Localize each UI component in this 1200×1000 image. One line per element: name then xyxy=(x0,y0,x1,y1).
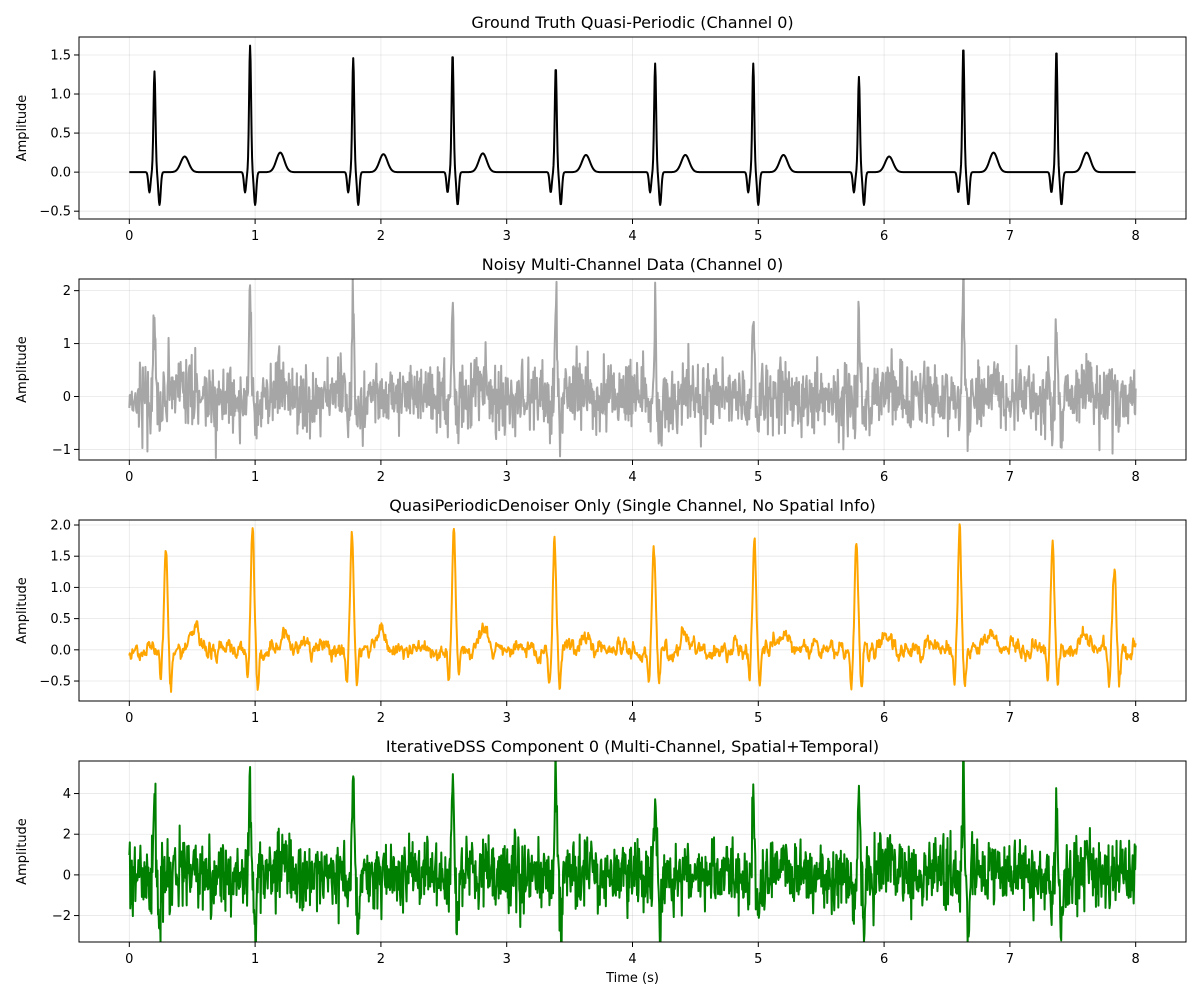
x-tick-label: 7 xyxy=(1006,711,1014,726)
subplot-title: Noisy Multi-Channel Data (Channel 0) xyxy=(482,255,783,274)
x-tick-label: 0 xyxy=(125,229,133,244)
x-tick-label: 7 xyxy=(1006,229,1014,244)
x-tick-label: 3 xyxy=(503,229,511,244)
y-tick-label: 0.0 xyxy=(50,166,71,181)
x-tick-label: 8 xyxy=(1132,711,1140,726)
x-tick-label: 8 xyxy=(1132,229,1140,244)
x-tick-label: 2 xyxy=(377,952,385,967)
x-tick-label: 2 xyxy=(377,470,385,485)
x-tick-label: 8 xyxy=(1132,470,1140,485)
x-tick-label: 1 xyxy=(251,470,259,485)
x-tick-label: 5 xyxy=(754,952,762,967)
subplot-title: IterativeDSS Component 0 (Multi-Channel,… xyxy=(386,737,879,756)
y-tick-label: 2.0 xyxy=(50,518,71,533)
subplot-title: QuasiPeriodicDenoiser Only (Single Chann… xyxy=(389,496,875,515)
x-tick-label: 6 xyxy=(880,470,888,485)
x-tick-label: 1 xyxy=(251,229,259,244)
x-tick-label: 3 xyxy=(503,711,511,726)
x-tick-label: 4 xyxy=(628,952,636,967)
x-tick-label: 1 xyxy=(251,711,259,726)
y-tick-label: 0 xyxy=(63,868,71,883)
x-tick-label: 5 xyxy=(754,470,762,485)
x-tick-label: 7 xyxy=(1006,470,1014,485)
y-tick-label: 0.5 xyxy=(50,127,71,142)
x-tick-label: 7 xyxy=(1006,952,1014,967)
y-tick-label: −2 xyxy=(52,909,71,924)
x-tick-label: 8 xyxy=(1132,952,1140,967)
y-tick-label: −0.5 xyxy=(39,205,71,220)
x-tick-label: 4 xyxy=(628,711,636,726)
y-tick-label: 2 xyxy=(63,828,71,843)
x-tick-label: 5 xyxy=(754,229,762,244)
series-line xyxy=(128,523,1137,693)
x-tick-label: 2 xyxy=(377,711,385,726)
y-tick-label: 1 xyxy=(63,337,71,352)
series-line xyxy=(128,761,1137,942)
x-tick-label: 1 xyxy=(251,952,259,967)
x-tick-label: 0 xyxy=(125,952,133,967)
y-tick-label: 2 xyxy=(63,284,71,299)
x-tick-label: 0 xyxy=(125,711,133,726)
y-tick-label: 1.5 xyxy=(50,48,71,63)
x-tick-label: 4 xyxy=(628,229,636,244)
y-tick-label: −0.5 xyxy=(39,675,71,690)
x-tick-label: 6 xyxy=(880,711,888,726)
series-line xyxy=(128,279,1137,459)
subplot-title: Ground Truth Quasi-Periodic (Channel 0) xyxy=(471,13,793,32)
x-axis-label: Time (s) xyxy=(605,971,659,986)
x-tick-label: 2 xyxy=(377,229,385,244)
y-tick-label: 0.5 xyxy=(50,612,71,627)
y-tick-label: 1.5 xyxy=(50,550,71,565)
x-tick-label: 3 xyxy=(503,952,511,967)
y-axis-label: Amplitude xyxy=(15,818,30,885)
y-axis-label: Amplitude xyxy=(15,577,30,644)
x-tick-label: 3 xyxy=(503,470,511,485)
subplot-0: 0 1 2 3 4 5 6 7 8 −0.5 0.0 0.5 1.0 1.5 Ground Truth Qu… xyxy=(15,13,1187,244)
x-tick-label: 5 xyxy=(754,711,762,726)
y-tick-label: 4 xyxy=(63,787,71,802)
series-line xyxy=(128,44,1137,206)
y-tick-label: 1.0 xyxy=(50,88,71,103)
x-tick-label: 0 xyxy=(125,470,133,485)
x-tick-label: 6 xyxy=(880,952,888,967)
x-tick-label: 6 xyxy=(880,229,888,244)
subplot-3: 0 1 2 3 4 5 6 7 8 −2 0 2 4 IterativeDSS Component 0 (… xyxy=(15,737,1187,986)
y-axis-label: Amplitude xyxy=(15,95,30,162)
x-tick-label: 4 xyxy=(628,470,636,485)
y-tick-label: 0 xyxy=(63,390,71,405)
subplot-2: 0 1 2 3 4 5 6 7 8 −0.5 0.0 0.5 1.0 1.5 2.0 QuasiPeriodi… xyxy=(15,496,1187,726)
y-tick-label: 1.0 xyxy=(50,581,71,596)
y-tick-label: 0.0 xyxy=(50,643,71,658)
y-tick-label: −1 xyxy=(52,443,71,458)
y-axis-label: Amplitude xyxy=(15,336,30,403)
subplot-1: 0 1 2 3 4 5 6 7 8 −1 0 1 2 Noisy Multi-Channel Data (… xyxy=(15,255,1187,485)
